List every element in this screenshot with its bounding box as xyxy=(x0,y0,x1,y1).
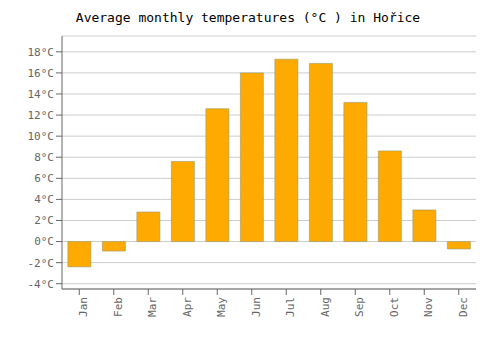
svg-text:Jan: Jan xyxy=(77,297,90,317)
svg-text:-4°C: -4°C xyxy=(28,278,55,291)
svg-text:6°C: 6°C xyxy=(34,172,54,185)
svg-text:8°C: 8°C xyxy=(34,151,54,164)
svg-text:14°C: 14°C xyxy=(28,88,55,101)
svg-text:Jul: Jul xyxy=(284,297,297,317)
svg-text:Jun: Jun xyxy=(250,297,263,317)
svg-text:18°C: 18°C xyxy=(28,46,55,59)
svg-text:May: May xyxy=(215,297,228,317)
svg-text:Mar: Mar xyxy=(146,297,159,317)
svg-text:16°C: 16°C xyxy=(28,67,55,80)
svg-text:Dec: Dec xyxy=(457,297,470,317)
svg-text:2°C: 2°C xyxy=(34,214,54,227)
svg-text:Feb: Feb xyxy=(112,297,125,317)
svg-text:Aug: Aug xyxy=(319,297,332,317)
svg-text:Oct: Oct xyxy=(388,297,401,317)
svg-text:Apr: Apr xyxy=(181,297,194,317)
svg-text:-2°C: -2°C xyxy=(28,257,55,270)
svg-text:4°C: 4°C xyxy=(34,193,54,206)
svg-text:0°C: 0°C xyxy=(34,235,54,248)
svg-text:Sep: Sep xyxy=(353,297,366,317)
svg-text:Nov: Nov xyxy=(422,297,435,317)
html-text:Average monthly temperatures (: Average monthly temperatures (°C ) in Ho… xyxy=(75,10,421,25)
svg-text:10°C: 10°C xyxy=(28,130,55,143)
svg-text:12°C: 12°C xyxy=(28,109,55,122)
